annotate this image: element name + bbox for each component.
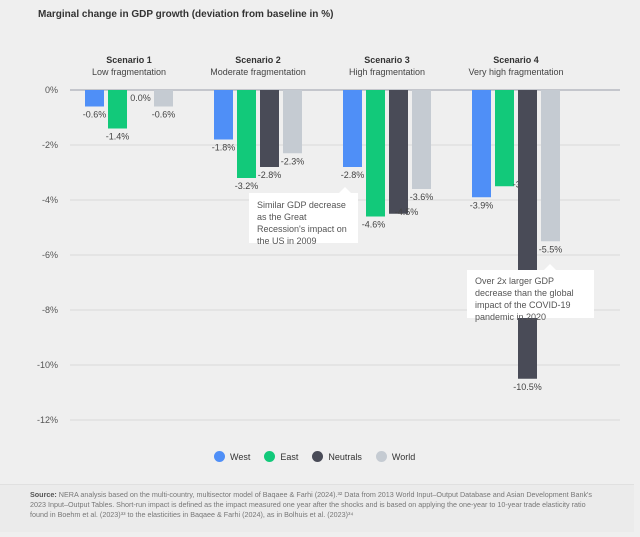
bar-chart: 0% -2% -4% -6% -8% -10% -12% Scenario 1 Low frag…: [37, 55, 620, 425]
data-label: -1.8%: [212, 143, 236, 153]
y-tick-label: -4%: [42, 195, 58, 205]
legend-swatch: [214, 451, 225, 462]
y-tick-label: -6%: [42, 250, 58, 260]
bar-west: [214, 90, 233, 140]
bar-world: [412, 90, 431, 189]
legend-label: Neutrals: [328, 451, 362, 462]
bar-east: [237, 90, 256, 178]
data-label: -1.4%: [106, 132, 130, 142]
scenario-title: Scenario 1: [106, 55, 152, 65]
legend: West East Neutrals World: [214, 451, 415, 462]
y-tick-label: -10%: [37, 360, 58, 370]
source-label: Source:: [30, 490, 57, 499]
bar-east: [366, 90, 385, 217]
annotation-great-recession: Similar GDP decrease as the Great Recess…: [249, 187, 358, 246]
data-label: -0.6%: [152, 110, 176, 120]
data-label: -2.8%: [341, 170, 365, 180]
chart-title: Marginal change in GDP growth (deviation…: [38, 9, 334, 20]
data-label: -3.6%: [410, 192, 434, 202]
data-label: -5.5%: [539, 244, 563, 254]
legend-swatch: [375, 451, 387, 462]
y-tick-label: -2%: [42, 140, 58, 150]
legend-item: East: [264, 451, 298, 462]
bar-east: [108, 90, 127, 129]
scenario-title: Scenario 2: [235, 55, 281, 65]
data-label: -4.6%: [362, 220, 386, 230]
bar-neutrals: [260, 90, 279, 167]
bar-west: [85, 90, 104, 107]
data-label: -3.9%: [470, 200, 494, 210]
data-label: -3.2%: [235, 181, 259, 191]
data-label: -2.3%: [281, 156, 305, 166]
legend-label: East: [280, 451, 299, 462]
data-label: -10.5%: [513, 382, 542, 392]
data-label: -0.6%: [83, 110, 107, 120]
bar-west: [472, 90, 491, 198]
bar-world: [154, 90, 173, 107]
scenario-subtitle: Moderate fragmentation: [210, 67, 306, 77]
data-label: 0.0%: [130, 93, 151, 103]
source-note: Source: NERA analysis based on the multi…: [0, 484, 634, 532]
y-tick-label: 0%: [45, 85, 58, 95]
data-label: -4.5%: [395, 207, 419, 217]
data-label: -2.8%: [258, 170, 282, 180]
scenario-subtitle: Low fragmentation: [92, 67, 166, 77]
bar-world: [283, 90, 302, 154]
scenario-title: Scenario 4: [493, 55, 539, 65]
y-tick-label: -12%: [37, 415, 58, 425]
y-tick-label: -8%: [42, 305, 58, 315]
bar-world: [541, 90, 560, 242]
bar-west: [343, 90, 362, 167]
legend-swatch: [312, 451, 324, 462]
legend-label: World: [391, 451, 416, 462]
legend-item: West: [214, 451, 250, 462]
scenario-subtitle: High fragmentation: [349, 67, 425, 77]
scenario-title: Scenario 3: [364, 55, 410, 65]
scenario-subtitle: Very high fragmentation: [468, 67, 563, 77]
bar-neutrals: [518, 90, 537, 379]
legend-item: World: [375, 451, 416, 462]
bar-neutrals: [389, 90, 408, 214]
legend-label: West: [230, 451, 251, 462]
bar-east: [495, 90, 514, 187]
source-text: NERA analysis based on the multi-country…: [30, 490, 593, 519]
legend-item: Neutrals: [312, 451, 362, 462]
annotation-covid: Over 2x larger GDP decrease than the glo…: [467, 264, 594, 322]
legend-swatch: [264, 451, 276, 462]
